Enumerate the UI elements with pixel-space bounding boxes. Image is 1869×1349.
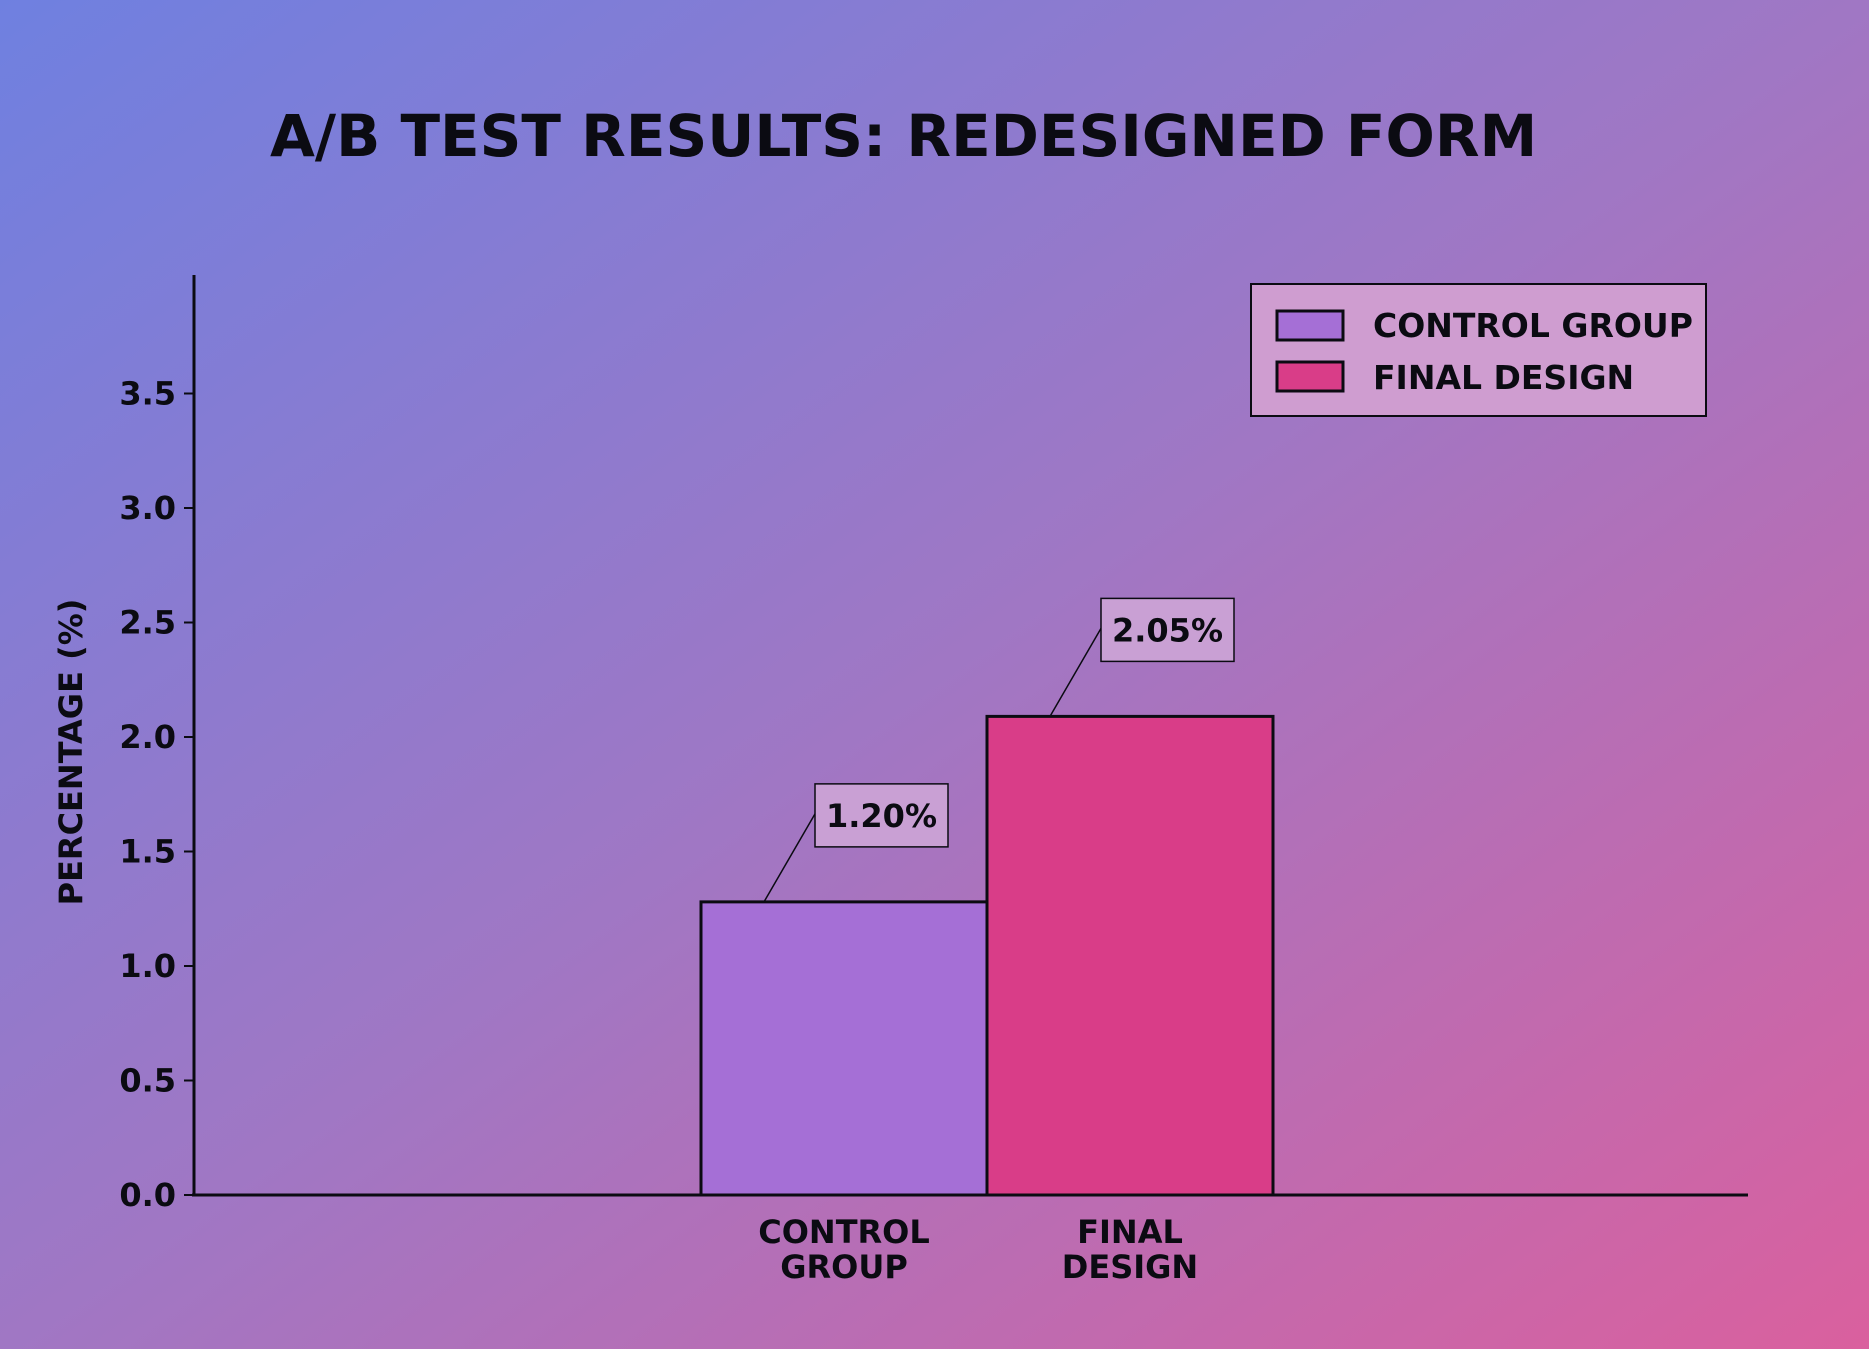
legend-swatch-control-group <box>1275 309 1345 342</box>
data-label-value: 1.20% <box>826 797 937 835</box>
chart-title: A/B TEST RESULTS: REDESIGNED FORM <box>270 102 1537 170</box>
legend-label-control-group: CONTROL GROUP <box>1373 306 1693 345</box>
data-label-value: 2.05% <box>1112 611 1223 649</box>
data-label-box <box>1100 597 1235 663</box>
data-label-box <box>814 783 949 848</box>
data-labels: 1.20% 2.05% <box>763 597 1235 903</box>
x-tick-label: DESIGN <box>1062 1248 1198 1286</box>
bar-final-design <box>985 714 1275 1197</box>
y-tick-label: 0.0 <box>119 1176 176 1214</box>
legend-label-final-design: FINAL DESIGN <box>1373 358 1634 397</box>
bars <box>699 714 1275 1197</box>
y-tick-label: 2.5 <box>119 604 176 642</box>
legend-swatch-final-design <box>1275 360 1345 393</box>
y-tick-label: 1.0 <box>119 947 176 985</box>
y-tick-label: 1.5 <box>119 833 176 871</box>
bar-control-group <box>699 900 989 1197</box>
y-tick-label: 3.5 <box>119 375 176 413</box>
y-tick-label: 2.0 <box>119 718 176 756</box>
data-label-leader-line <box>1049 628 1102 717</box>
y-tick-label: 0.5 <box>119 1062 176 1100</box>
data-label-leader-line <box>763 813 816 903</box>
legend-box <box>1250 283 1707 417</box>
y-tick-label: 3.0 <box>119 489 176 527</box>
x-tick-label: FINAL <box>1077 1213 1183 1251</box>
x-tick-label: GROUP <box>780 1248 908 1286</box>
y-axis-title: PERCENTAGE (%) <box>52 599 90 906</box>
x-tick-label: CONTROL <box>758 1213 930 1251</box>
legend: CONTROL GROUP FINAL DESIGN <box>1250 283 1707 417</box>
y-axis-ticks: 0.0 0.5 1.0 1.5 2.0 2.5 3.0 3.5 <box>119 375 194 1214</box>
